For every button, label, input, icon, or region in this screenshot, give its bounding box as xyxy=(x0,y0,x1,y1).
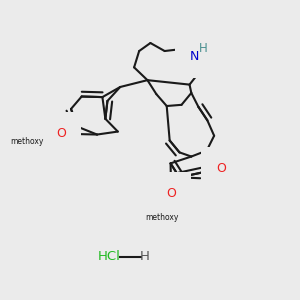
Text: O: O xyxy=(216,162,226,175)
Text: O: O xyxy=(166,187,176,200)
Text: methoxy: methoxy xyxy=(145,213,178,222)
Text: N: N xyxy=(190,50,199,63)
Text: HCl: HCl xyxy=(98,250,120,263)
Text: methoxy: methoxy xyxy=(10,137,44,146)
Text: O: O xyxy=(57,127,66,140)
Text: H: H xyxy=(140,250,149,263)
Text: H: H xyxy=(199,42,208,55)
